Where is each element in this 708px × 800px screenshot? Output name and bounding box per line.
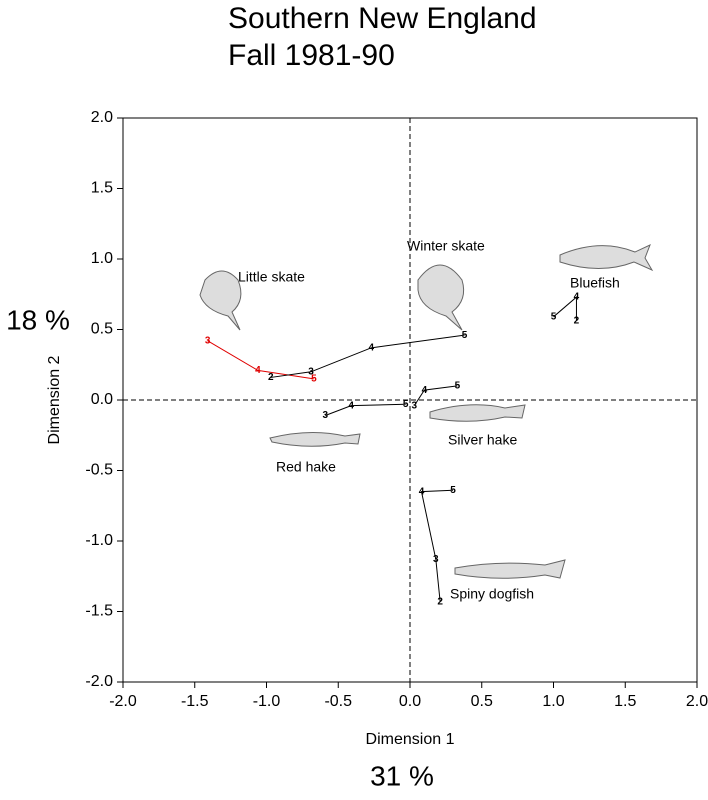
- bluefish-icon: [559, 244, 654, 272]
- point-label: 3: [205, 335, 211, 346]
- point-label: 3: [323, 410, 329, 421]
- y-tick-label: -0.5: [85, 462, 113, 479]
- y-tick-label: -1.5: [85, 603, 113, 620]
- x-axis-label: Dimension 1: [366, 731, 455, 748]
- x-tick-label: 0.0: [399, 693, 421, 710]
- species-label: Bluefish: [570, 275, 620, 291]
- x-tick-label: -0.5: [324, 693, 352, 710]
- series-line: [420, 489, 454, 602]
- point-label: 2: [268, 372, 274, 383]
- y-tick-label: 1.5: [91, 180, 113, 197]
- x-tick-label: 1.5: [614, 693, 636, 710]
- point-label: 3: [412, 400, 418, 411]
- x-tick-label: 1.0: [542, 693, 564, 710]
- spiny-dogfish-icon: [454, 559, 566, 579]
- x-tick-label: -2.0: [109, 693, 137, 710]
- point-label: 4: [368, 342, 374, 353]
- silver-hake-icon: [429, 404, 526, 422]
- point-label: 5: [455, 381, 461, 392]
- chart-subtitle: Fall 1981-90: [228, 39, 395, 72]
- point-label: 5: [403, 399, 409, 410]
- point-label: 5: [551, 311, 557, 322]
- x-tick-label: -1.0: [253, 693, 281, 710]
- y-tick-label: 0.5: [91, 321, 113, 338]
- x-tick-label: -1.5: [181, 693, 209, 710]
- chart-title: Southern New England: [228, 2, 537, 35]
- series-line: [413, 385, 458, 406]
- series-line: [325, 403, 406, 416]
- point-label: 2: [437, 596, 443, 607]
- point-label: 2: [574, 316, 580, 327]
- point-label: 5: [450, 485, 456, 496]
- series-line: [207, 340, 314, 380]
- species-label: Little skate: [238, 269, 305, 285]
- point-label: 5: [462, 330, 468, 341]
- y-tick-label: -1.0: [85, 532, 113, 549]
- point-label: 4: [422, 385, 428, 396]
- species-label: Winter skate: [407, 238, 485, 254]
- y-variance: 18 %: [6, 304, 70, 335]
- point-label: 3: [308, 366, 314, 377]
- y-tick-label: 1.0: [91, 250, 113, 267]
- point-label: 4: [419, 486, 425, 497]
- red-hake-icon: [269, 431, 361, 447]
- winter-skate-icon: [417, 264, 465, 331]
- species-label: Silver hake: [448, 432, 517, 448]
- point-label: 4: [348, 400, 354, 411]
- little-skate-icon: [199, 270, 242, 331]
- point-label: 3: [433, 554, 439, 565]
- x-tick-label: 2.0: [686, 693, 708, 710]
- x-variance: 31 %: [370, 760, 434, 791]
- y-tick-label: 0.0: [91, 391, 113, 408]
- point-label: 4: [574, 292, 580, 303]
- y-tick-label: -2.0: [85, 673, 113, 690]
- y-tick-label: 2.0: [91, 109, 113, 126]
- series-line: [553, 295, 577, 322]
- y-axis-label: Dimension 2: [46, 355, 63, 444]
- species-label: Spiny dogfish: [450, 586, 534, 602]
- point-label: 5: [311, 373, 317, 384]
- species-label: Red hake: [276, 459, 336, 475]
- point-label: 4: [255, 365, 261, 376]
- x-tick-label: 0.5: [471, 693, 493, 710]
- fish-icons: [199, 244, 654, 579]
- series-line: [270, 334, 465, 378]
